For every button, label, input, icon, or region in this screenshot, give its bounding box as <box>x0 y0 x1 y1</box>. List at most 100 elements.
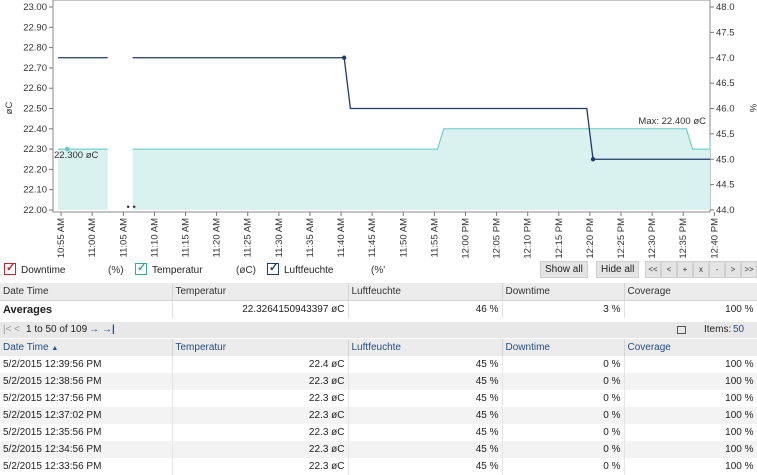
prev-page-icon[interactable]: < <box>14 324 20 335</box>
luftfeuchte-series <box>57 57 710 160</box>
grid-header-datetime[interactable]: Date Time ▲ <box>0 339 173 356</box>
x-tick-label: 11:20 AM <box>212 218 223 258</box>
averages-label: Averages <box>0 300 173 318</box>
table-row[interactable]: 5/2/2015 12:35:56 PM 22.3 øC 45 % 0 % 100 % <box>0 424 757 441</box>
y-left-tick-label: 22.70 <box>23 63 47 74</box>
cell-temperatur: 22.4 øC <box>172 356 349 373</box>
summary-header-row: Date Time Temperatur Luftfeuchte Downtim… <box>0 283 757 301</box>
table-row[interactable]: 5/2/2015 12:37:02 PM 22.3 øC 45 % 0 % 100 % <box>0 407 757 424</box>
y-right-tick-label: 48.0 <box>716 2 735 13</box>
cell-downtime: 0 % <box>502 424 625 441</box>
cell-coverage: 100 % <box>624 356 757 373</box>
y-left-tick-label: 22.00 <box>23 205 47 216</box>
x-tick-label: 12:25 PM <box>616 218 627 259</box>
y-right-tick-label: 46.0 <box>716 104 735 115</box>
x-ticks: 10:55 AM 11:00 AM 11:05 AM 11:10 AM 11:15 AM… <box>56 212 720 259</box>
x-tick-label: 12:15 PM <box>554 218 565 259</box>
cell-downtime: 0 % <box>502 407 625 424</box>
popout-icon[interactable] <box>677 326 686 334</box>
averages-row: Averages 22.3264150943397 øC 46 % 3 % 10… <box>0 300 757 318</box>
show-all-button[interactable]: Show all <box>540 261 588 278</box>
x-tick-label: 12:10 PM <box>523 218 534 259</box>
temperatur-line <box>132 128 711 150</box>
table-row[interactable]: 5/2/2015 12:33:56 PM 22.3 øC 45 % 0 % 100 % <box>0 458 757 475</box>
zoom-next-button[interactable]: > <box>725 261 741 278</box>
downtime-legend-label: Downtime <box>21 265 66 276</box>
zoom-out-button[interactable]: - <box>709 261 725 278</box>
grid-header-downtime[interactable]: Downtime <box>502 339 625 356</box>
y-left-tick-label: 22.40 <box>23 124 47 135</box>
luftfeuchte-legend-label: Luftfeuchte <box>284 265 334 276</box>
y-left-tick-label: 22.90 <box>23 22 47 33</box>
cell-datetime: 5/2/2015 12:34:56 PM <box>0 441 173 458</box>
x-tick-label: 11:15 AM <box>181 218 192 258</box>
cell-coverage: 100 % <box>624 390 757 407</box>
cell-temperatur: 22.3 øC <box>172 441 349 458</box>
data-point-marker <box>341 55 347 60</box>
x-tick-label: 11:10 AM <box>149 218 160 258</box>
cell-temperatur: 22.3 øC <box>172 424 349 441</box>
zoom-last-button[interactable]: >> <box>741 261 757 278</box>
cell-temperatur: 22.3 øC <box>172 407 349 424</box>
summary-header-datetime: Date Time <box>0 283 173 301</box>
table-row[interactable]: 5/2/2015 12:34:56 PM 22.3 øC 45 % 0 % 100 % <box>0 441 757 458</box>
zoom-first-button[interactable]: << <box>645 261 661 278</box>
y-left-axis-label: øC <box>4 102 15 115</box>
last-page-icon[interactable]: →| <box>102 324 115 335</box>
cell-coverage: 100 % <box>624 458 757 475</box>
cell-downtime: 0 % <box>502 356 625 373</box>
cell-downtime: 0 % <box>502 458 625 475</box>
first-page-icon[interactable]: |< <box>3 324 12 335</box>
x-tick-label: 11:50 AM <box>398 218 409 258</box>
next-page-icon[interactable]: → <box>89 324 99 335</box>
luftfeuchte-unit: (%' <box>371 265 386 276</box>
zoom-reset-button[interactable]: x <box>693 261 709 278</box>
temperatur-area <box>57 149 108 210</box>
x-tick-label: 12:40 PM <box>709 218 720 259</box>
grid-header-luftfeuchte[interactable]: Luftfeuchte <box>348 339 503 356</box>
table-row[interactable]: 5/2/2015 12:39:56 PM 22.4 øC 45 % 0 % 100 % <box>0 356 757 373</box>
y-left-tick-label: 22.60 <box>23 83 47 94</box>
cell-datetime: 5/2/2015 12:38:56 PM <box>0 373 173 390</box>
table-row[interactable]: 5/2/2015 12:38:56 PM 22.3 øC 45 % 0 % 100 % <box>0 373 757 390</box>
data-point-marker <box>65 146 70 152</box>
cell-luftfeuchte: 45 % <box>348 390 503 407</box>
cell-downtime: 0 % <box>502 373 625 390</box>
summary-header-downtime: Downtime <box>502 283 625 301</box>
x-tick-label: 11:25 AM <box>243 218 254 258</box>
y-left-tick-label: 23.00 <box>23 2 47 13</box>
chart: • • 23.0022.9022.8022.7022.6022.5022.402… <box>4 0 757 259</box>
min-annotation: 22.300 øC <box>54 150 98 161</box>
pager-bar: |< < 1 to 50 of 109 → →| Items: 50 <box>0 322 757 338</box>
summary-header-luftfeuchte: Luftfeuchte <box>348 283 503 301</box>
y-right-tick-label: 47.5 <box>716 27 735 38</box>
y-right-tick-label: 44.5 <box>716 180 735 191</box>
table-row[interactable]: 5/2/2015 12:37:56 PM 22.3 øC 45 % 0 % 100 % <box>0 390 757 407</box>
y-right-tick-label: 45.0 <box>716 154 735 165</box>
x-tick-label: 11:30 AM <box>274 218 285 258</box>
grid-header-coverage[interactable]: Coverage <box>624 339 757 356</box>
cell-luftfeuchte: 45 % <box>348 441 503 458</box>
downtime-checkbox[interactable]: ✓ <box>4 262 16 275</box>
cell-coverage: 100 % <box>624 424 757 441</box>
hide-all-button[interactable]: Hide all <box>596 261 640 278</box>
cell-downtime: 0 % <box>502 390 625 407</box>
downtime-marker: • • <box>127 202 136 213</box>
zoom-prev-button[interactable]: < <box>661 261 677 278</box>
cell-temperatur: 22.3 øC <box>172 458 349 475</box>
luftfeuchte-checkbox[interactable]: ✓ <box>267 262 279 275</box>
x-tick-label: 11:55 AM <box>429 218 440 258</box>
items-per-page-value[interactable]: 50 <box>733 324 745 335</box>
avg-downtime: 3 % <box>502 300 625 318</box>
summary-header-coverage: Coverage <box>624 283 757 301</box>
sort-ascending-icon: ▲ <box>51 345 59 352</box>
cell-datetime: 5/2/2015 12:33:56 PM <box>0 458 173 475</box>
cell-luftfeuchte: 45 % <box>348 356 503 373</box>
cell-coverage: 100 % <box>624 373 757 390</box>
temperatur-checkbox[interactable]: ✓ <box>135 262 147 275</box>
avg-coverage: 100 % <box>624 300 757 318</box>
cell-coverage: 100 % <box>624 407 757 424</box>
grid-header-temperatur[interactable]: Temperatur <box>172 339 349 356</box>
zoom-in-button[interactable]: + <box>677 261 693 278</box>
data-point-marker <box>590 157 596 162</box>
